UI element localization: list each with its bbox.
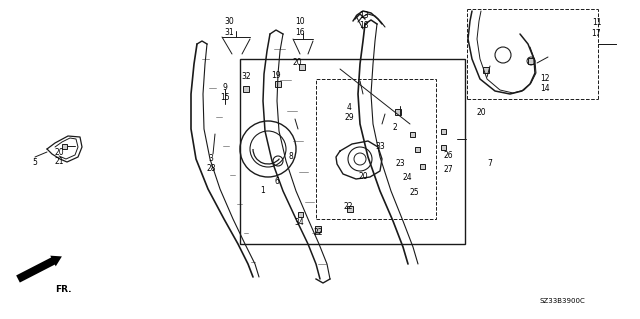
Bar xyxy=(347,206,353,212)
Text: 12
14: 12 14 xyxy=(540,74,550,93)
Bar xyxy=(528,58,534,64)
Bar xyxy=(440,129,445,133)
Bar xyxy=(298,211,303,217)
Text: 23: 23 xyxy=(396,160,406,168)
Text: 13
18: 13 18 xyxy=(358,11,369,30)
Text: 22: 22 xyxy=(314,228,323,237)
FancyArrow shape xyxy=(16,256,62,283)
Text: 20: 20 xyxy=(292,58,302,67)
Bar xyxy=(275,81,281,87)
Text: 32: 32 xyxy=(241,72,251,81)
Text: 6: 6 xyxy=(275,177,280,186)
Bar xyxy=(395,109,401,115)
Text: 26: 26 xyxy=(443,151,453,160)
Text: 4
29: 4 29 xyxy=(344,103,355,122)
Text: 25: 25 xyxy=(409,188,419,197)
Text: 5: 5 xyxy=(32,158,37,167)
Bar xyxy=(61,144,67,149)
Bar xyxy=(315,226,321,232)
Bar xyxy=(316,79,436,219)
Text: FR.: FR. xyxy=(55,285,72,293)
Text: 9
15: 9 15 xyxy=(220,83,230,102)
Text: SZ33B3900C: SZ33B3900C xyxy=(539,299,585,304)
Bar xyxy=(440,145,445,150)
Text: 24: 24 xyxy=(403,173,413,182)
Text: 21: 21 xyxy=(54,157,63,166)
Bar xyxy=(240,59,465,244)
Bar xyxy=(410,131,415,137)
Text: 34: 34 xyxy=(294,218,304,227)
Text: 20: 20 xyxy=(54,148,64,157)
Text: 1: 1 xyxy=(260,186,266,195)
Bar xyxy=(419,164,424,168)
Bar xyxy=(299,64,305,70)
Text: 7: 7 xyxy=(488,159,493,168)
Text: 27: 27 xyxy=(443,165,453,174)
Text: 22: 22 xyxy=(344,202,353,211)
Text: 10
16: 10 16 xyxy=(294,18,305,37)
Text: 8: 8 xyxy=(289,152,294,161)
Bar xyxy=(415,146,419,152)
Text: 30
31: 30 31 xyxy=(224,18,234,37)
Text: 3
28: 3 28 xyxy=(207,154,216,173)
Bar xyxy=(243,86,249,92)
Text: 20: 20 xyxy=(358,172,368,181)
Text: 11
17: 11 17 xyxy=(591,19,602,38)
Text: 20: 20 xyxy=(476,108,486,117)
Text: 19: 19 xyxy=(271,71,281,80)
Text: 2: 2 xyxy=(392,123,397,132)
Text: 33: 33 xyxy=(375,142,385,151)
Bar xyxy=(483,67,489,73)
